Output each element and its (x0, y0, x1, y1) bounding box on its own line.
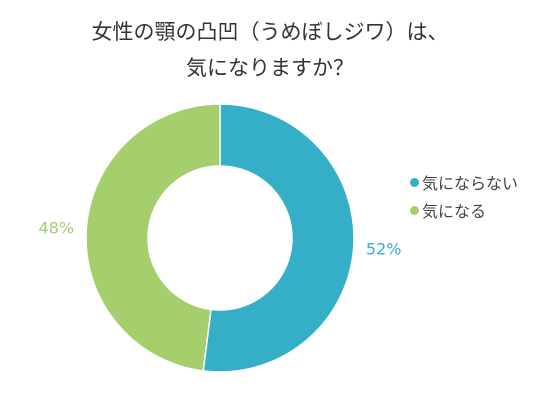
data-label-concerned: 48% (39, 219, 75, 238)
legend-item-concerned: 気になる (410, 200, 518, 221)
chart-title-line-1: 女性の顎の凸凹（うめぼしジワ）は、 (91, 20, 449, 44)
legend-swatch-concerned (410, 205, 419, 215)
legend-item-not-concerned: 気にならない (410, 172, 519, 193)
legend-label-not-concerned: 気にならない (422, 174, 519, 193)
chart-title: 女性の顎の凸凹（うめぼしジワ）は、 気になりますか？ (0, 14, 540, 86)
donut-slice-concerned (85, 103, 221, 372)
legend-swatch-not-concerned (410, 177, 419, 187)
legend-label-concerned: 気になる (422, 202, 487, 221)
data-label-not-concerned: 52% (366, 239, 402, 258)
chart-legend: 気にならない 気になる (410, 172, 518, 228)
donut-slice-not-concerned (202, 103, 355, 373)
chart-title-line-2: 気になりますか？ (186, 56, 354, 80)
